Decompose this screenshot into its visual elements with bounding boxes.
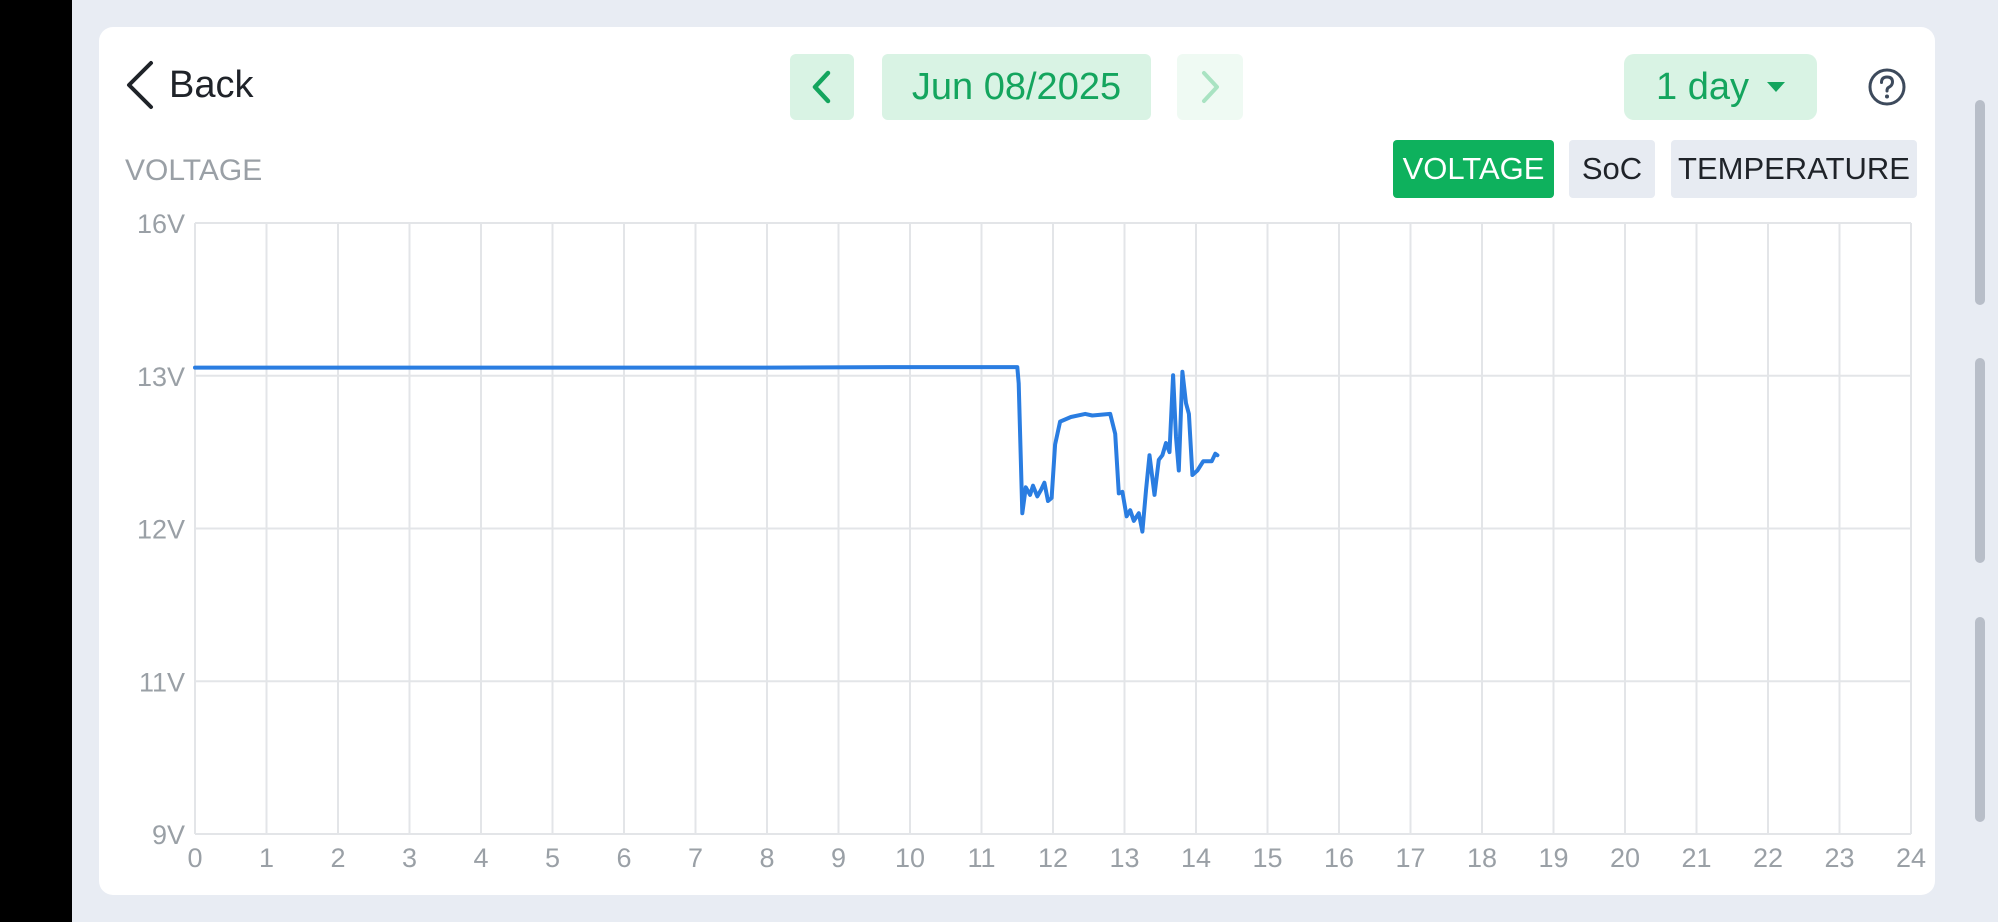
x-tick-label: 16	[1324, 843, 1354, 873]
x-tick-label: 21	[1681, 843, 1711, 873]
x-tick-label: 20	[1610, 843, 1640, 873]
x-tick-label: 2	[330, 843, 345, 873]
previous-day-button[interactable]	[790, 54, 854, 120]
x-tick-label: 15	[1252, 843, 1282, 873]
y-tick-label: 11V	[139, 667, 185, 697]
chart-grid	[194, 222, 1912, 835]
x-tick-label: 14	[1181, 843, 1211, 873]
time-range-value: 1 day	[1656, 65, 1749, 108]
y-tick-label: 13V	[137, 362, 185, 392]
chart-title: VOLTAGE	[125, 154, 263, 187]
x-tick-label: 7	[688, 843, 703, 873]
voltage-line-chart: 0 1 2 3 4 5 6 7 8 9 10 11 12 13 14 15 16 17 18 19 20 21 22 23 24…	[137, 209, 1926, 873]
tab-soc[interactable]: SoC	[1569, 140, 1655, 198]
x-tick-label: 24	[1896, 843, 1926, 873]
x-tick-label: 23	[1824, 843, 1854, 873]
x-tick-label: 12	[1038, 843, 1068, 873]
back-label: Back	[169, 63, 254, 106]
help-icon[interactable]	[1867, 67, 1907, 107]
tab-voltage[interactable]: VOLTAGE	[1393, 140, 1554, 198]
x-tick-label: 0	[187, 843, 202, 873]
x-tick-label: 13	[1109, 843, 1139, 873]
time-range-dropdown[interactable]: 1 day	[1624, 54, 1817, 120]
x-tick-label: 1	[259, 843, 274, 873]
chevron-left-icon	[812, 70, 831, 104]
chart-series	[193, 365, 1220, 534]
x-tick-label: 6	[616, 843, 631, 873]
chevron-left-icon	[127, 61, 153, 109]
back-button[interactable]: Back	[123, 59, 253, 111]
caret-down-icon	[1766, 82, 1785, 92]
x-tick-label: 17	[1395, 843, 1425, 873]
battery-history-card: Back Jun 08/2025 1 day VOLTAGE VOLTAGE S…	[99, 27, 1935, 895]
x-tick-label: 8	[759, 843, 774, 873]
date-selector[interactable]: Jun 08/2025	[882, 54, 1151, 120]
x-tick-label: 3	[402, 843, 417, 873]
x-tick-label: 18	[1467, 843, 1497, 873]
scrollbar-thumb[interactable]	[1975, 617, 1985, 822]
x-tick-label: 5	[545, 843, 560, 873]
y-tick-label: 16V	[137, 209, 185, 239]
x-tick-label: 9	[831, 843, 846, 873]
y-tick-label: 9V	[152, 820, 185, 850]
x-tick-label: 22	[1753, 843, 1783, 873]
x-tick-label: 11	[967, 843, 995, 873]
scrollbar-thumb[interactable]	[1975, 358, 1985, 563]
chevron-right-icon	[1202, 71, 1219, 103]
chart-axis-labels: 0 1 2 3 4 5 6 7 8 9 10 11 12 13 14 15 16 17 18 19 20 21 22 23 24…	[137, 209, 1926, 873]
scrollbar-thumb[interactable]	[1975, 100, 1985, 305]
y-tick-label: 12V	[137, 515, 185, 545]
tab-temperature[interactable]: TEMPERATURE	[1671, 140, 1917, 198]
x-tick-label: 4	[473, 843, 488, 873]
x-tick-label: 10	[895, 843, 925, 873]
voltage-series-line	[193, 365, 1220, 534]
x-tick-label: 19	[1538, 843, 1568, 873]
next-day-button[interactable]	[1177, 54, 1243, 120]
